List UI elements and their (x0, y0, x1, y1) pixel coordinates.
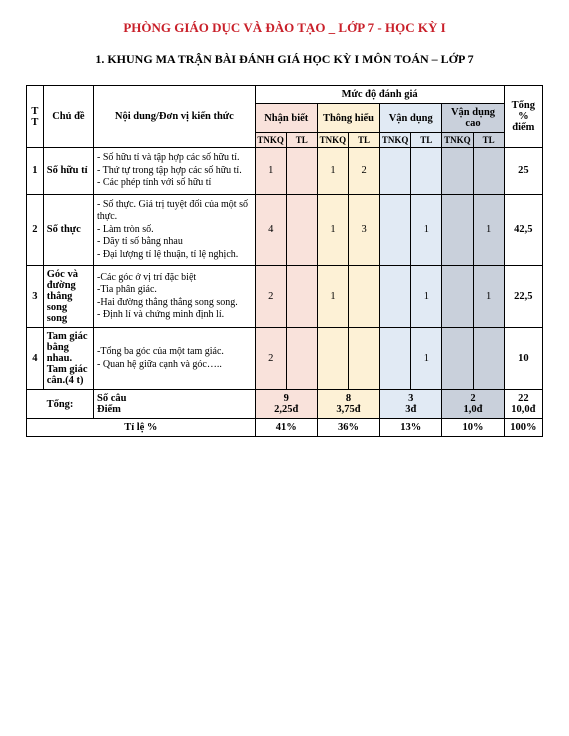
cell (349, 328, 380, 390)
cell: 2 (255, 328, 286, 390)
hdr-vd-tl: TL (411, 133, 442, 148)
cell (286, 148, 317, 195)
hdr-nb-tl: TL (286, 133, 317, 148)
cell (411, 148, 442, 195)
cell (442, 328, 473, 390)
cell: 2 (255, 266, 286, 328)
cell (473, 328, 504, 390)
cell: 10 (504, 328, 542, 390)
percent-vdc: 10% (442, 419, 504, 437)
table-row: 3Góc và đường thẳng song song-Các góc ở … (27, 266, 543, 328)
cell (380, 328, 411, 390)
cell: - Số hữu tỉ và tập hợp các số hữu tỉ. - … (94, 148, 256, 195)
section-heading: 1. KHUNG MA TRẬN BÀI ĐÁNH GIÁ HỌC KỲ I M… (26, 52, 543, 67)
percent-nb: 41% (255, 419, 317, 437)
hdr-vd-tnkq: TNKQ (380, 133, 411, 148)
hdr-noidung: Nội dung/Đơn vị kiến thức (94, 86, 256, 148)
hdr-tong: Tổng % điểm (504, 86, 542, 148)
cell: 1 (473, 194, 504, 266)
table-row: 1Số hữu tỉ- Số hữu tỉ và tập hợp các số … (27, 148, 543, 195)
cell (380, 148, 411, 195)
total-th: 8 3,75đ (317, 390, 379, 419)
cell: Số thực (43, 194, 93, 266)
cell: 1 (255, 148, 286, 195)
hdr-th: Thông hiểu (317, 104, 379, 133)
hdr-vdc: Vận dụng cao (442, 104, 504, 133)
cell: 1 (411, 328, 442, 390)
cell (442, 148, 473, 195)
table-body: 1Số hữu tỉ- Số hữu tỉ và tập hợp các số … (27, 148, 543, 390)
total-vd: 3 3đ (380, 390, 442, 419)
hdr-tt: TT (27, 86, 44, 148)
cell (380, 194, 411, 266)
cell (380, 266, 411, 328)
percent-row: Tỉ lệ % 41% 36% 13% 10% 100% (27, 419, 543, 437)
cell: - Số thực. Giá trị tuyệt đối của một số … (94, 194, 256, 266)
cell: 1 (27, 148, 44, 195)
total-nb: 9 2,25đ (255, 390, 317, 419)
cell: 4 (27, 328, 44, 390)
hdr-chude: Chủ đề (43, 86, 93, 148)
cell: 1 (411, 266, 442, 328)
cell: 1 (317, 148, 348, 195)
cell: Số hữu tỉ (43, 148, 93, 195)
total-vdc: 2 1,0đ (442, 390, 504, 419)
cell (442, 266, 473, 328)
percent-sum: 100% (504, 419, 542, 437)
cell: 4 (255, 194, 286, 266)
cell: Góc và đường thẳng song song (43, 266, 93, 328)
total-label: Tổng: (27, 390, 94, 419)
percent-th: 36% (317, 419, 379, 437)
cell: -Tổng ba góc của một tam giác. - Quan hệ… (94, 328, 256, 390)
total-socau: Số câu Điểm (94, 390, 256, 419)
cell: 1 (317, 194, 348, 266)
hdr-vdc-tnkq: TNKQ (442, 133, 473, 148)
cell: Tam giác bằng nhau. Tam giác cân.(4 t) (43, 328, 93, 390)
cell: 2 (349, 148, 380, 195)
cell (286, 194, 317, 266)
hdr-th-tnkq: TNKQ (317, 133, 348, 148)
hdr-vdc-tl: TL (473, 133, 504, 148)
hdr-nb: Nhận biết (255, 104, 317, 133)
table-row: 2Số thực- Số thực. Giá trị tuyệt đối của… (27, 194, 543, 266)
cell: 2 (27, 194, 44, 266)
cell: 1 (411, 194, 442, 266)
cell (286, 328, 317, 390)
cell: 22,5 (504, 266, 542, 328)
percent-label: Tỉ lệ % (27, 419, 256, 437)
cell (473, 148, 504, 195)
cell: -Các góc ở vị trí đặc biệt -Tia phân giá… (94, 266, 256, 328)
hdr-nb-tnkq: TNKQ (255, 133, 286, 148)
table-row: 4Tam giác bằng nhau. Tam giác cân.(4 t)-… (27, 328, 543, 390)
hdr-mucdo: Mức độ đánh giá (255, 86, 504, 104)
cell: 1 (473, 266, 504, 328)
cell (442, 194, 473, 266)
hdr-th-tl: TL (349, 133, 380, 148)
total-sum: 22 10,0đ (504, 390, 542, 419)
cell (317, 328, 348, 390)
page-title: PHÒNG GIÁO DỤC VÀ ĐÀO TẠO _ LỚP 7 - HỌC … (26, 20, 543, 36)
cell: 25 (504, 148, 542, 195)
cell: 42,5 (504, 194, 542, 266)
cell (286, 266, 317, 328)
cell: 3 (349, 194, 380, 266)
percent-vd: 13% (380, 419, 442, 437)
total-row: Tổng: Số câu Điểm 9 2,25đ 8 3,75đ 3 3đ 2… (27, 390, 543, 419)
cell: 1 (317, 266, 348, 328)
assessment-matrix-table: TT Chủ đề Nội dung/Đơn vị kiến thức Mức … (26, 85, 543, 437)
cell: 3 (27, 266, 44, 328)
cell (349, 266, 380, 328)
hdr-vd: Vận dụng (380, 104, 442, 133)
